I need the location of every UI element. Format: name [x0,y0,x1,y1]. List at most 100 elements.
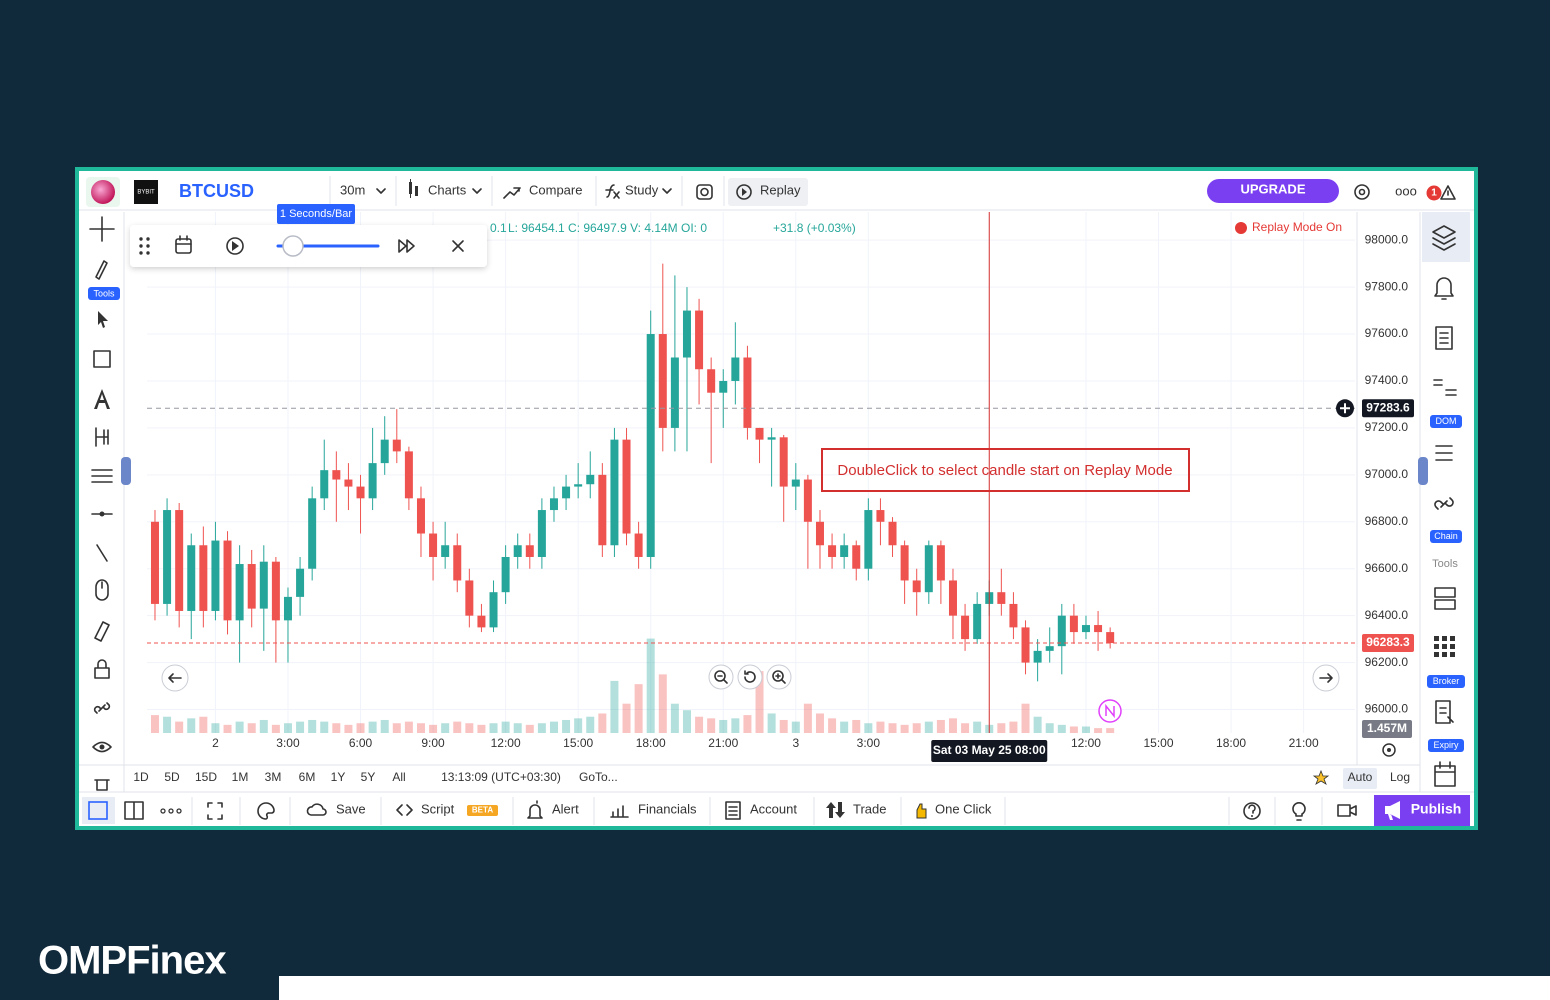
layers-button[interactable] [1432,225,1456,251]
symbol[interactable]: BTCUSD [179,181,254,201]
text-tool[interactable] [94,389,110,409]
single-layout[interactable] [88,801,108,820]
lock-tool[interactable] [94,659,110,679]
list-button[interactable] [1435,445,1453,461]
expiry-icon[interactable] [1435,700,1454,724]
play-button[interactable] [226,237,244,255]
forward-button[interactable] [398,239,415,253]
snapshot-button[interactable] [696,184,713,200]
one-click-button[interactable]: One Click [935,801,992,816]
slider-knob[interactable] [282,235,304,257]
settings-button[interactable] [1358,188,1366,196]
play-button[interactable] [232,241,239,251]
video-button[interactable] [1337,804,1357,817]
axis-settings[interactable] [1382,743,1396,757]
range-button[interactable]: 5Y [361,770,376,784]
calendar-button[interactable] [175,238,192,254]
favorite-star[interactable] [1312,769,1330,785]
left-toolbar [99,744,105,750]
magnet-tool[interactable] [95,579,109,601]
upgrade-button[interactable] [1207,179,1339,203]
right-collapse[interactable] [1418,457,1428,485]
candle-body [477,615,486,628]
fib-tool[interactable] [95,427,109,447]
panels-button[interactable] [1434,587,1456,610]
charts-menu[interactable]: Charts [428,182,467,197]
candle-body [876,510,885,522]
study-menu[interactable]: Study [625,182,659,197]
volume-bar [211,723,220,733]
goto-button[interactable]: GoTo... [579,770,618,784]
range-button[interactable]: 1D [133,770,149,784]
range-button[interactable]: 1M [232,770,249,784]
alerts-button[interactable] [1434,277,1454,300]
account-button[interactable]: Account [750,801,797,816]
auto-scale[interactable]: Auto [1348,770,1373,784]
help-button[interactable] [1243,802,1261,820]
split-layout[interactable] [124,801,144,820]
interval[interactable]: 30m [340,182,365,197]
crosshair-price-label: 97283.6 [1366,400,1410,414]
help-button[interactable] [1243,802,1261,820]
log-scale[interactable]: Log [1390,770,1410,784]
snapshot-button[interactable] [700,187,709,197]
zoom-in[interactable] [766,664,792,690]
candle-body [332,470,341,480]
calendar-button[interactable] [1434,761,1456,787]
help-button[interactable] [1251,815,1253,817]
compare-button[interactable]: Compare [529,182,582,197]
trash-tool[interactable] [94,779,110,791]
replay-button-bg[interactable] [728,178,808,206]
settings-button[interactable] [1354,184,1370,200]
theme-button[interactable] [257,802,275,820]
dom-icon[interactable] [1433,379,1457,396]
range-button[interactable]: 15D [195,770,217,784]
crosshair-tool[interactable] [89,216,115,242]
volume-bar [247,723,256,733]
link-tool[interactable] [93,702,111,714]
range-button[interactable]: All [392,770,405,784]
financials-button[interactable]: Financials [638,801,697,816]
brush-tool[interactable] [95,260,108,280]
upgrade-label[interactable]: UPGRADE [1240,181,1305,196]
volume-bar [296,721,305,733]
fullscreen-button[interactable] [207,802,223,820]
indicator-tool[interactable] [91,469,113,483]
trade-button[interactable]: Trade [853,801,886,816]
left-collapse[interactable] [121,457,131,485]
more-button[interactable]: ooo [1395,183,1417,198]
settings-button[interactable] [1354,184,1370,200]
broker-icon[interactable] [1434,636,1455,657]
rect-tool[interactable] [93,350,111,368]
alert-button[interactable]: Alert [552,801,579,816]
more-layouts[interactable] [160,808,182,814]
help-button[interactable] [1248,804,1256,814]
range-button[interactable]: 6M [299,770,316,784]
reset-zoom[interactable] [737,664,763,690]
snapshot-button[interactable] [696,184,713,200]
zoom-out[interactable] [708,664,734,690]
eraser-tool[interactable] [94,621,110,642]
auto-bg[interactable] [1343,768,1377,789]
volume-bar [682,710,691,733]
close-replay-button[interactable] [452,240,464,252]
watchlist-button[interactable] [1435,326,1453,350]
range-button[interactable]: 5D [164,770,180,784]
visibility-tool[interactable] [92,741,112,753]
cursor-tool[interactable] [98,311,108,328]
chain-icon[interactable] [1434,497,1454,510]
trendline-tool[interactable] [96,544,108,562]
range-button[interactable]: 3M [265,770,282,784]
volume-bar [404,721,413,733]
calendar-button[interactable] [175,235,192,254]
clock[interactable]: 13:13:09 (UTC+03:30) [441,770,561,784]
script-button[interactable]: Script [421,801,455,816]
play-button[interactable] [226,237,244,255]
charts-icon [415,186,418,196]
range-button[interactable]: 1Y [331,770,346,784]
save-button[interactable]: Save [336,801,366,816]
volume-bar [489,723,498,733]
replay-button[interactable]: Replay [760,182,801,197]
ideas-button[interactable] [1292,802,1306,821]
publish-label[interactable]: Publish [1411,801,1462,817]
